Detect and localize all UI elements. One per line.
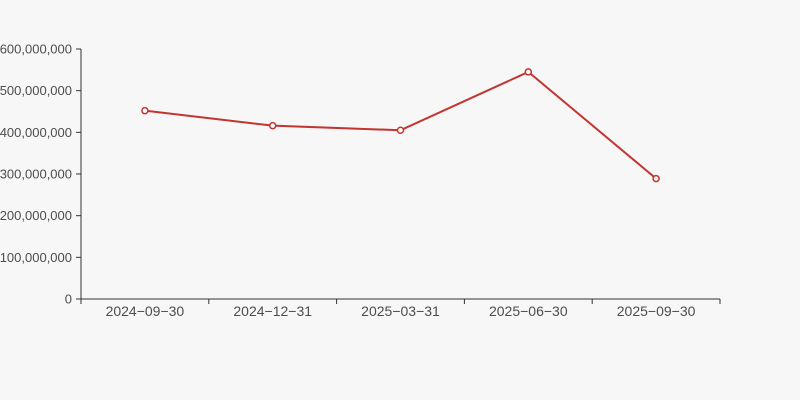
x-axis: 2024−09−30 2024−12−31 2025−03−31 2025−06−30… bbox=[80, 298, 721, 319]
data-point-marker[interactable] bbox=[652, 174, 660, 183]
x-tick-label: 2024−09−30 bbox=[106, 303, 185, 319]
data-point-marker[interactable] bbox=[524, 68, 533, 76]
data-point-marker[interactable] bbox=[268, 121, 277, 130]
x-tick-label: 2025−03−31 bbox=[361, 303, 440, 319]
y-tick-label: 400,000,000 bbox=[0, 125, 72, 140]
y-tick-label: 0 bbox=[65, 292, 72, 307]
data-point-marker[interactable] bbox=[141, 106, 149, 115]
y-axis: 0 100,000,000 200,000,000 300,000,000 400,00… bbox=[0, 42, 82, 307]
y-tick-label: 300,000,000 bbox=[0, 167, 72, 182]
y-tick-label: 500,000,000 bbox=[0, 83, 72, 98]
x-tick-label: 2025−09−30 bbox=[617, 303, 696, 319]
data-point-marker[interactable] bbox=[396, 126, 405, 134]
y-tick-label: 600,000,000 bbox=[0, 42, 72, 57]
line-series bbox=[143, 70, 658, 180]
x-tick-label: 2024−12−31 bbox=[233, 303, 312, 319]
data-points bbox=[141, 68, 660, 183]
y-tick-label: 100,000,000 bbox=[0, 250, 72, 265]
y-tick-label: 200,000,000 bbox=[0, 208, 72, 223]
series-line bbox=[143, 70, 658, 180]
x-tick-label: 2025−06−30 bbox=[489, 303, 568, 319]
